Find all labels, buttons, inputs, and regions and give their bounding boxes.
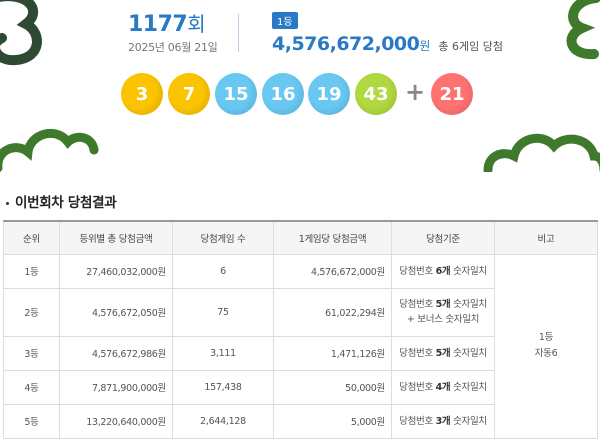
total-amount-cell: 4,576,672,050원 <box>59 287 173 337</box>
criteria-cell: 당첨번호 5개 숫자일치 + 보너스 숫자일치 <box>391 287 495 337</box>
first-prize-info: 1등 4,576,672,000원 총 6게임 당첨 <box>272 10 572 55</box>
number-ball: 3 <box>121 73 163 115</box>
criteria-bonus: + 보너스 숫자일치 <box>406 314 480 325</box>
criteria-cell: 당첨번호 6개 숫자일치 <box>391 253 495 289</box>
table-header-row: 순위 등위별 총 당첨금액 당첨게임 수 1게임당 당첨금액 당첨기준 비고 <box>3 220 598 255</box>
table-row: 1등 27,460,032,000원 6 4,576,672,000원 당첨번호… <box>3 253 598 439</box>
winner-count-cell: 6 <box>172 253 274 289</box>
round-number: 1177회 <box>128 8 232 37</box>
criteria-text: 당첨번호 <box>399 381 436 393</box>
total-amount-cell: 13,220,640,000원 <box>59 403 173 439</box>
rank-cell: 2등 <box>3 287 60 337</box>
draw-date: 2025년 06월 21일 <box>128 41 218 54</box>
first-prize-games: 총 6게임 당첨 <box>438 40 503 53</box>
criteria-text: 숫자일치 <box>450 265 487 277</box>
criteria-cell: 당첨번호 5개 숫자일치 <box>391 335 495 371</box>
column-header: 순위 <box>3 220 60 255</box>
criteria-text: 숫자일치 <box>450 347 487 359</box>
table-row: 5등 13,220,640,000원 2,644,128 5,000원 당첨번호… <box>3 403 598 439</box>
divider <box>238 14 239 52</box>
winner-count-cell: 3,111 <box>172 335 274 371</box>
criteria-text: 당첨번호 <box>399 347 436 359</box>
round-number-value: 1177 <box>128 12 188 37</box>
round-suffix: 회 <box>187 12 206 36</box>
round-info: 1177회 2025년 06월 21일 <box>128 8 232 55</box>
criteria-text: 당첨번호 <box>399 265 436 277</box>
winner-count-cell: 157,438 <box>172 369 274 405</box>
table-row: 4등 7,871,900,000원 157,438 50,000원 당첨번호 4… <box>3 369 598 405</box>
first-prize-amount: 4,576,672,000 <box>272 33 420 55</box>
column-header: 당첨게임 수 <box>172 220 274 255</box>
column-header: 등위별 총 당첨금액 <box>59 220 173 255</box>
number-ball: 19 <box>308 73 350 115</box>
total-amount-cell: 27,460,032,000원 <box>59 253 173 289</box>
criteria-cell: 당첨번호 4개 숫자일치 <box>391 369 495 405</box>
rank-cell: 1등 <box>3 253 60 289</box>
decorative-cloud-right <box>483 133 600 172</box>
number-ball: 43 <box>355 73 397 115</box>
number-ball: 16 <box>262 73 304 115</box>
criteria-text: 숫자일치 <box>450 415 487 427</box>
rank-badge: 1등 <box>272 12 298 29</box>
column-header: 비고 <box>494 220 598 255</box>
per-game-amount-cell: 1,471,126원 <box>273 335 392 371</box>
column-header: 당첨기준 <box>391 220 495 255</box>
number-ball: 15 <box>215 73 257 115</box>
column-header: 1게임당 당첨금액 <box>273 220 392 255</box>
criteria-count: 3개 <box>435 415 451 427</box>
decorative-cloud-left <box>0 128 99 172</box>
number-ball: 7 <box>168 73 210 115</box>
rank-cell: 5등 <box>3 403 60 439</box>
criteria-text: 당첨번호 <box>399 415 436 427</box>
note-cell: 1등 자동6 <box>494 253 598 439</box>
criteria-cell: 당첨번호 3개 숫자일치 <box>391 403 495 439</box>
winner-count-cell: 75 <box>172 287 274 337</box>
draw-result-header: 1177회 2025년 06월 21일 1등 4,576,672,000원 총 6… <box>0 0 600 172</box>
criteria-count: 4개 <box>435 381 451 393</box>
per-game-amount-cell: 61,022,294원 <box>273 287 392 337</box>
rank-cell: 4등 <box>3 369 60 405</box>
per-game-amount-cell: 5,000원 <box>273 403 392 439</box>
decorative-swirl-top-left <box>0 0 42 66</box>
bullet-icon <box>6 201 9 205</box>
winning-numbers: 3 7 15 16 19 43 + 21 <box>0 73 600 117</box>
bonus-ball: 21 <box>431 73 473 115</box>
criteria-text: 숫자일치 <box>450 381 487 393</box>
criteria-count: 5개 <box>435 299 451 310</box>
section-title: 이번회차 당첨결과 <box>6 191 117 211</box>
results-table: 순위 등위별 총 당첨금액 당첨게임 수 1게임당 당첨금액 당첨기준 비고 1… <box>3 220 598 439</box>
decorative-swirl-top-right <box>566 0 600 60</box>
per-game-amount-cell: 4,576,672,000원 <box>273 253 392 289</box>
note-auto: 자동6 <box>534 348 558 359</box>
criteria-text: 당첨번호 <box>399 299 436 310</box>
rank-cell: 3등 <box>3 335 60 371</box>
winner-count-cell: 2,644,128 <box>172 403 274 439</box>
criteria-count: 5개 <box>435 347 451 359</box>
criteria-count: 6개 <box>435 265 451 277</box>
total-amount-cell: 7,871,900,000원 <box>59 369 173 405</box>
note-rank: 1등 <box>538 332 554 343</box>
criteria-text: 숫자일치 <box>450 299 487 310</box>
total-amount-cell: 4,576,672,986원 <box>59 335 173 371</box>
first-prize-unit: 원 <box>419 39 431 53</box>
per-game-amount-cell: 50,000원 <box>273 369 392 405</box>
plus-sign: + <box>405 78 426 106</box>
section-title-text: 이번회차 당첨결과 <box>15 195 117 211</box>
